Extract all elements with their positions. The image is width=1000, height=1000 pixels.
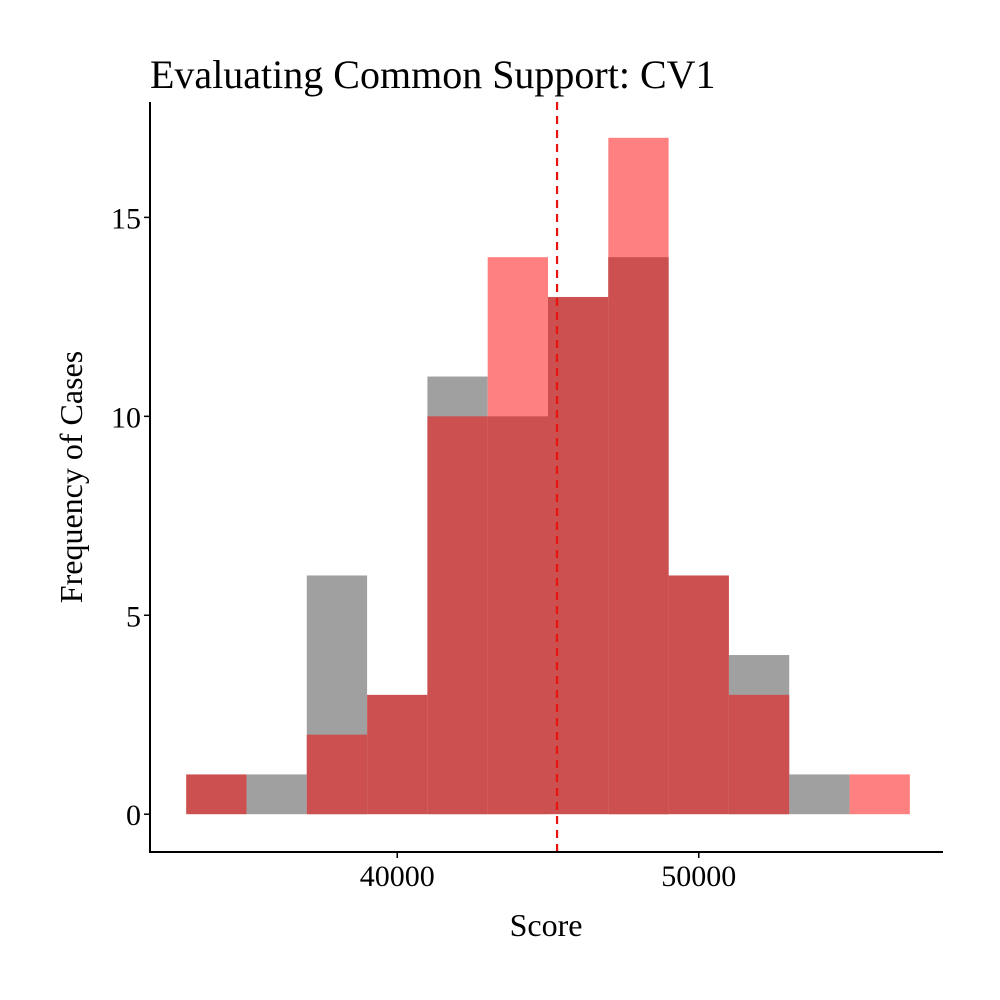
axes-layer xyxy=(149,102,943,853)
x-tick-label-1: 50000 xyxy=(661,860,736,893)
ticks-layer: 0 5 10 15 40000 50000 xyxy=(111,202,736,893)
bar-group-1-10 xyxy=(789,774,850,815)
bar-overlap-9 xyxy=(728,694,790,815)
bar-overlap-4 xyxy=(427,416,488,815)
y-tick-label-3: 15 xyxy=(111,202,141,235)
bar-group-2-11 xyxy=(849,774,910,815)
y-axis-label: Frequency of Cases xyxy=(53,351,89,603)
y-tick-label-1: 5 xyxy=(126,600,141,633)
y-tick-label-0: 0 xyxy=(126,799,141,832)
bar-overlap-8 xyxy=(668,575,729,815)
bar-overlap-7 xyxy=(608,257,669,815)
bar-overlap-2 xyxy=(306,734,368,815)
bar-overlap-3 xyxy=(367,694,428,815)
y-tick-label-2: 10 xyxy=(111,401,141,434)
x-tick-label-0: 40000 xyxy=(360,860,435,893)
bar-overlap-0 xyxy=(186,774,247,815)
bar-group-1-1 xyxy=(246,774,307,815)
chart-title: Evaluating Common Support: CV1 xyxy=(150,52,716,97)
bars-layer xyxy=(186,137,910,815)
x-axis-label: Score xyxy=(510,907,583,943)
bar-overlap-5 xyxy=(487,416,549,815)
